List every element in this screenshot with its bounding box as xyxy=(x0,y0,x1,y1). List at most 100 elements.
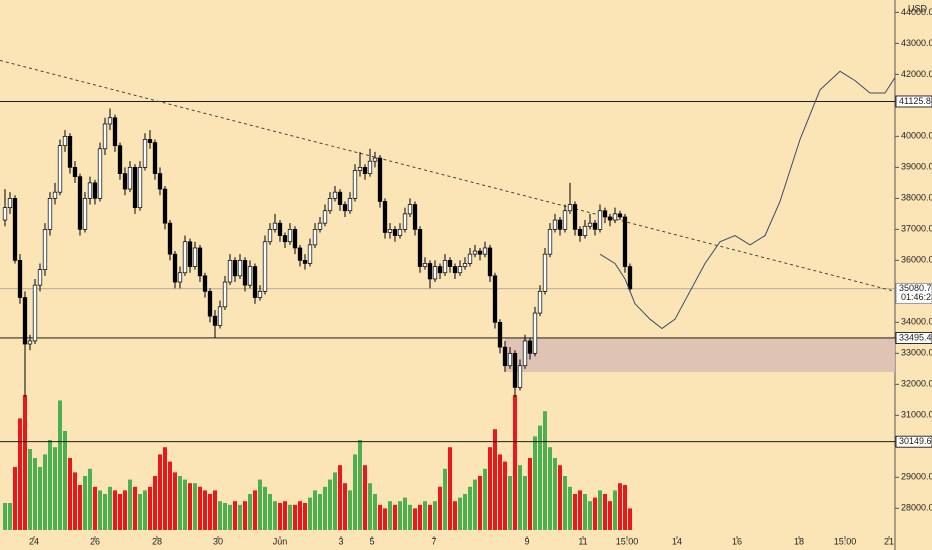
volume-bar xyxy=(468,486,472,530)
x-tick-label: 21 xyxy=(884,536,894,546)
candle-body xyxy=(102,123,108,150)
volume-bar xyxy=(58,400,62,530)
candle-body xyxy=(67,136,73,168)
candle-body xyxy=(217,306,223,326)
volume-bar xyxy=(133,486,137,530)
volume-bar xyxy=(363,465,367,530)
candle-body xyxy=(327,198,333,212)
candle-body xyxy=(437,266,443,274)
volume-bar xyxy=(458,497,462,530)
volume-bar xyxy=(578,490,582,530)
candle-body xyxy=(332,191,338,199)
volume-bar xyxy=(148,486,152,530)
y-tick-label: 42000.00 xyxy=(901,69,932,79)
candle-body xyxy=(177,272,183,283)
volume-bar xyxy=(128,479,132,530)
volume-bar xyxy=(418,504,422,530)
x-tick-label: 15:00 xyxy=(834,536,857,546)
candle-body xyxy=(627,266,633,290)
volume-bar xyxy=(118,494,122,530)
candle-body xyxy=(267,229,273,243)
candle-body xyxy=(302,260,308,264)
candle-body xyxy=(417,229,423,267)
candle-body xyxy=(567,204,573,212)
candle-body xyxy=(377,157,383,202)
volume-bar xyxy=(218,501,222,530)
candle-body xyxy=(317,222,323,230)
level-label: 35080.75 xyxy=(899,283,932,293)
volume-bar xyxy=(333,472,337,530)
candle-body xyxy=(452,266,458,274)
volume-bar xyxy=(348,490,352,530)
y-tick-label: 31000.00 xyxy=(901,410,932,420)
volume-bar xyxy=(18,418,22,530)
x-tick-label: 28 xyxy=(152,536,162,546)
volume-bar xyxy=(88,468,92,530)
candle-body xyxy=(297,247,303,261)
volume-bar xyxy=(563,476,567,530)
volume-bar xyxy=(573,494,577,530)
candle-body xyxy=(462,263,468,267)
x-tick-label: 14 xyxy=(672,536,682,546)
candle-body xyxy=(382,201,388,233)
volume-bar xyxy=(488,447,492,530)
candle-body xyxy=(37,269,43,286)
candle-body xyxy=(507,352,513,367)
volume-bar xyxy=(48,440,52,530)
volume-bar xyxy=(548,447,552,530)
candle-body xyxy=(312,229,318,246)
volume-bar xyxy=(338,465,342,530)
candle-body xyxy=(227,260,233,283)
candle-body xyxy=(387,229,393,233)
volume-bar xyxy=(378,504,382,530)
volume-bar xyxy=(228,504,232,530)
candle-body xyxy=(197,247,203,277)
candle-body xyxy=(607,216,613,221)
candle-body xyxy=(492,275,498,323)
volume-bar xyxy=(498,454,502,530)
zone xyxy=(505,337,895,372)
candle-body xyxy=(232,260,238,277)
candle-body xyxy=(562,210,568,230)
candle-body xyxy=(577,229,583,236)
candle-body xyxy=(587,222,593,227)
candle-body xyxy=(467,253,473,264)
x-tick-label: 16 xyxy=(732,536,742,546)
volume-bar xyxy=(73,472,77,530)
volume-bar xyxy=(628,508,632,530)
candle-body xyxy=(282,235,288,243)
x-tick-label: 5 xyxy=(369,536,374,546)
volume-bar xyxy=(393,504,397,530)
candle-body xyxy=(97,148,103,199)
candle-body xyxy=(62,136,68,147)
volume-bar xyxy=(223,503,227,530)
volume-bar xyxy=(618,483,622,530)
volume-bar xyxy=(93,486,97,530)
candle-body xyxy=(122,173,128,190)
candle-body xyxy=(572,204,578,230)
candle-body xyxy=(392,229,398,236)
volume-bar xyxy=(138,494,142,530)
candle-body xyxy=(132,167,138,209)
candle-body xyxy=(322,210,328,224)
volume-bar xyxy=(8,503,12,530)
candle-body xyxy=(357,167,363,171)
candle-body xyxy=(32,284,38,342)
level-label-box xyxy=(895,95,932,108)
volume-bar xyxy=(403,497,407,530)
candle-body xyxy=(532,312,538,354)
candle-body xyxy=(157,173,163,190)
volume-bar xyxy=(448,447,452,530)
candle-body xyxy=(7,198,13,209)
volume-bar xyxy=(408,504,412,530)
volume-bar xyxy=(423,501,427,530)
candle-body xyxy=(2,207,8,221)
volume-bar xyxy=(83,476,87,530)
volume-bar xyxy=(33,458,37,530)
y-tick-label: 40000.00 xyxy=(901,131,932,141)
level-label-box xyxy=(895,332,932,344)
candle-body xyxy=(482,247,488,255)
volume-bar xyxy=(323,486,327,530)
level-label: 30149.64 xyxy=(899,436,932,446)
